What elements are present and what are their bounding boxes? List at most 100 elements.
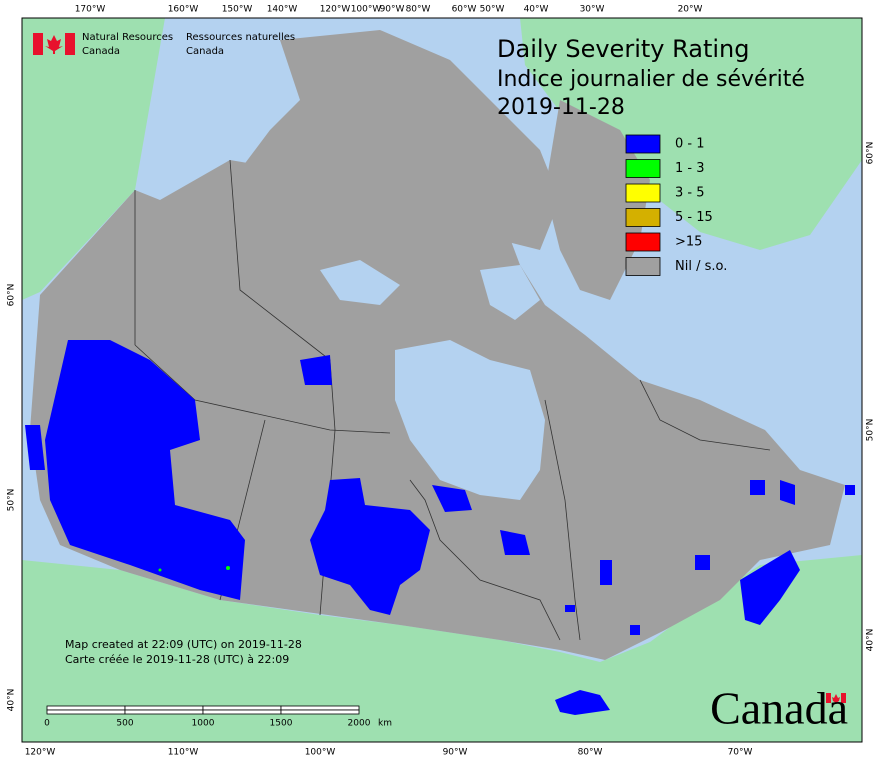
area [750, 480, 765, 495]
latitude-label: 60°N [7, 284, 17, 307]
longitude-label: 160°W [168, 5, 199, 15]
legend-swatch [625, 159, 661, 178]
latitude-label: 60°N [866, 142, 876, 165]
area [555, 690, 610, 715]
longitude-label: 80°W [578, 748, 603, 758]
scale-segment [124, 709, 204, 715]
legend-swatch [625, 257, 661, 276]
alaska [22, 18, 165, 300]
longitude-label: 80°W [406, 5, 431, 15]
severity-1-3 [158, 568, 162, 572]
longitude-label: 90°W [443, 748, 468, 758]
area [25, 425, 45, 470]
longitude-label: 60°W [452, 5, 477, 15]
scale-bar: 0 500 1000 1500 2000 km [44, 705, 392, 729]
usa [22, 555, 862, 742]
scale-label: 2000 [348, 719, 371, 729]
greenland [520, 18, 862, 250]
longitude-label: 50°W [480, 5, 505, 15]
scale-segment [280, 705, 360, 711]
title-date: 2019-11-28 [497, 95, 625, 120]
title: Daily Severity Rating [497, 35, 749, 63]
longitude-label: 140°W [267, 5, 298, 15]
longitude-label: 120°W [25, 748, 56, 758]
latitude-label: 40°N [7, 689, 17, 712]
legend-label: >15 [675, 235, 702, 250]
scale-unit: km [378, 719, 392, 729]
border [544, 399, 581, 641]
scale-segment [46, 709, 126, 715]
legend-swatch [625, 183, 661, 203]
longitude-label: 100°W [351, 5, 382, 15]
agency-name-en: Natural Resources [82, 32, 173, 43]
flag-bar [65, 33, 75, 55]
area [432, 485, 472, 512]
wordmark: Canada [710, 683, 848, 734]
area [45, 340, 245, 600]
agency-name-en: Canada [82, 46, 120, 57]
area [600, 560, 612, 585]
note: Carte créée le 2019-11-28 (UTC) à 22:09 [65, 653, 289, 666]
longitude-label: 70°W [728, 748, 753, 758]
canada-wordmark: Canada [710, 683, 848, 734]
flag-bar [826, 693, 831, 703]
legend-swatch [625, 208, 661, 227]
longitude-label: 110°W [168, 748, 199, 758]
legend-label: 5 - 15 [675, 210, 713, 225]
legend-swatch [625, 134, 661, 154]
area [310, 478, 430, 615]
severity-1-3 [226, 566, 230, 570]
nrcan-logo: Natural Resources Canada Ressources natu… [33, 32, 295, 57]
area [630, 625, 640, 635]
area [845, 485, 855, 495]
border [639, 379, 771, 451]
longitude-label: 30°W [580, 5, 605, 15]
longitude-label: 20°W [678, 5, 703, 15]
baffin-island [545, 100, 650, 300]
legend: 0 - 1 1 - 3 3 - 5 5 - 15 >15 Nil / s.o. [625, 134, 727, 276]
legend-label: 3 - 5 [675, 186, 705, 201]
border [229, 159, 336, 431]
agency-name-fr: Ressources naturelles [186, 32, 295, 43]
longitude-label: 90°W [380, 5, 405, 15]
map-frame [21, 17, 863, 743]
legend-label: Nil / s.o. [675, 259, 727, 274]
channel [480, 265, 540, 320]
scale-segment [202, 709, 282, 715]
scale-segment [202, 705, 282, 711]
legend-label: 0 - 1 [675, 137, 705, 152]
latitude-label: 50°N [866, 419, 876, 442]
area [780, 480, 795, 505]
hudson-bay [395, 340, 545, 500]
channel [320, 260, 400, 305]
scale-label: 1000 [192, 719, 215, 729]
flag-leaf [45, 35, 63, 54]
border [409, 479, 561, 641]
longitude-label: 120°W [320, 5, 351, 15]
legend-swatch [625, 232, 661, 252]
flag-bar [841, 693, 846, 703]
scale-label: 1500 [270, 719, 293, 729]
flag-bar [33, 33, 43, 55]
longitude-label: 40°W [524, 5, 549, 15]
area [500, 530, 530, 555]
severity-0-1 [25, 340, 855, 715]
border [134, 344, 391, 434]
latitude-label: 40°N [866, 629, 876, 652]
graticule-labels: 170°W 160°W 150°W 140°W 120°W 100°W90°W 80°W 60… [7, 5, 876, 758]
longitude-label: 150°W [222, 5, 253, 15]
arctic-islands [240, 30, 560, 280]
scale-segment [280, 709, 360, 715]
area [695, 555, 710, 570]
longitude-label: 170°W [75, 5, 106, 15]
longitude-label: 100°W [305, 748, 336, 758]
flag-leaf [832, 694, 840, 703]
map [21, 17, 863, 743]
area [740, 550, 800, 625]
scale-segment [124, 705, 204, 711]
area [565, 605, 575, 612]
latitude-label: 50°N [7, 489, 17, 512]
scale-label: 0 [44, 719, 50, 729]
agency-name-fr: Canada [186, 46, 224, 57]
